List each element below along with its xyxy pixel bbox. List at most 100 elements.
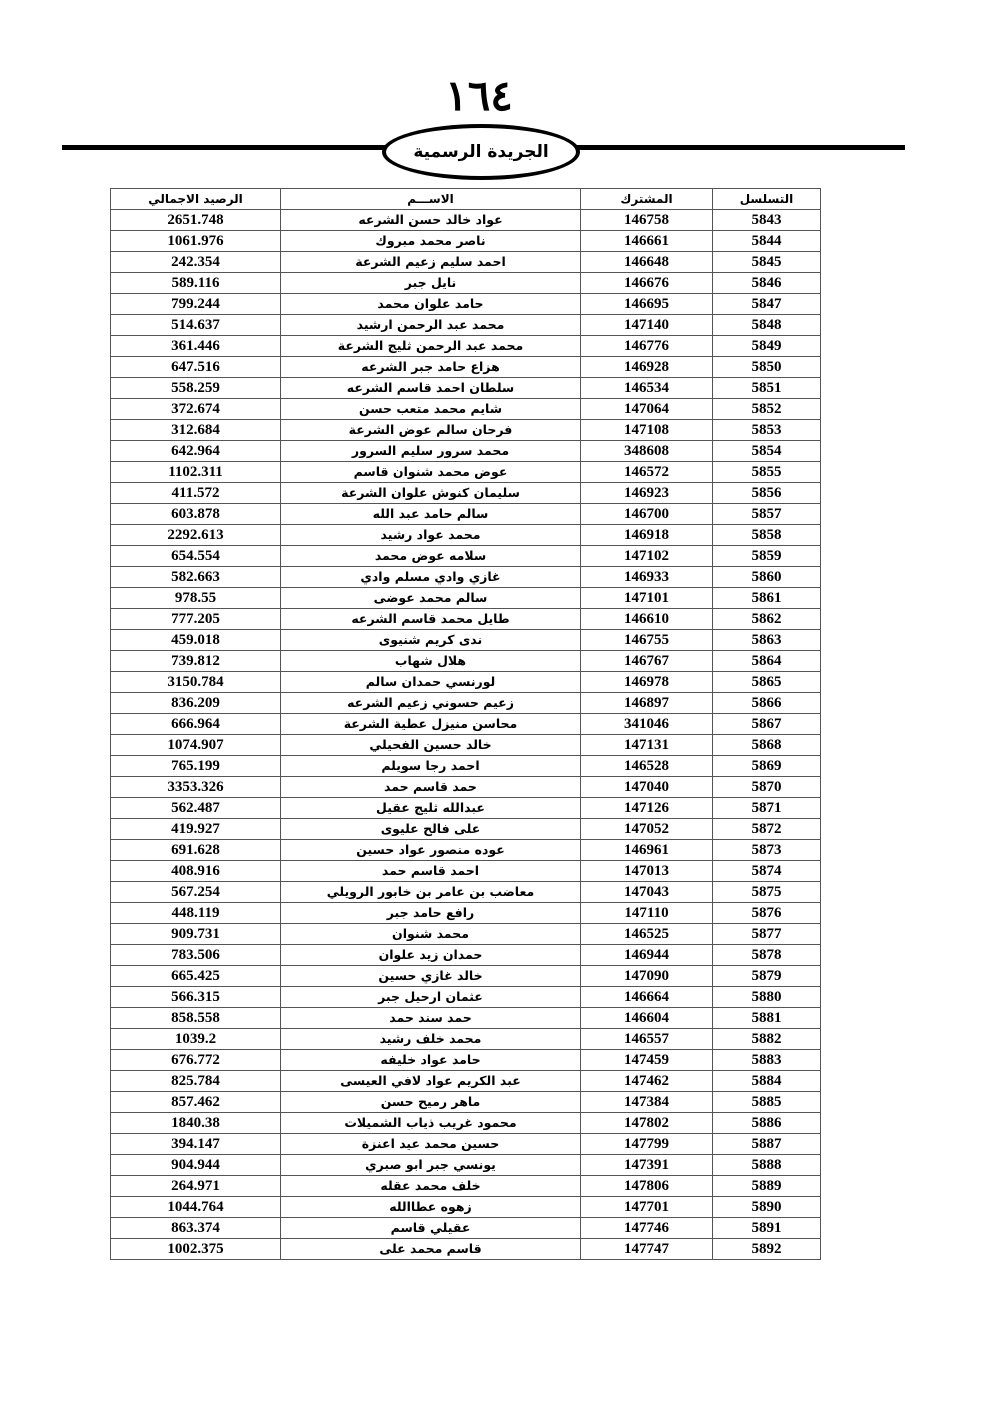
serial-cell: 5868 [712, 734, 821, 756]
subscribers-table: التسلسل المشترك الاســـم الرصيد الاجمالي… [110, 188, 821, 1260]
table-row: 5872 147052 على فالح عليوى 419.927 [110, 818, 821, 840]
serial-cell: 5862 [712, 608, 821, 630]
name-cell: رافع حامد جبر [280, 902, 581, 924]
subscriber-cell: 146676 [580, 272, 713, 294]
subscriber-cell: 146534 [580, 377, 713, 399]
balance-cell: 589.116 [110, 272, 281, 294]
name-cell: حسين محمد عيد اعنزة [280, 1133, 581, 1155]
subscriber-cell: 146928 [580, 356, 713, 378]
name-cell: ماهر رميح حسن [280, 1091, 581, 1113]
subscriber-cell: 146961 [580, 839, 713, 861]
subscriber-cell: 147090 [580, 965, 713, 987]
balance-cell: 904.944 [110, 1154, 281, 1176]
table-row: 5846 146676 نايل جبر 589.116 [110, 272, 821, 294]
table-row: 5883 147459 حامد عواد خليفه 676.772 [110, 1049, 821, 1071]
table-row: 5880 146664 عثمان ارحيل جبر 566.315 [110, 986, 821, 1008]
name-cell: فرحان سالم عوض الشرعة [280, 419, 581, 441]
name-cell: عوده منصور عواد حسين [280, 839, 581, 861]
serial-cell: 5869 [712, 755, 821, 777]
subscriber-cell: 146604 [580, 1007, 713, 1029]
table-row: 5866 146897 زعيم حسوني زعيم الشرعه 836.209 [110, 692, 821, 714]
name-cell: خلف محمد عقله [280, 1175, 581, 1197]
table-row: 5854 348608 محمد سرور سليم السرور 642.964 [110, 440, 821, 462]
name-cell: سليمان كنوش علوان الشرعة [280, 482, 581, 504]
serial-cell: 5847 [712, 293, 821, 315]
subscriber-cell: 146700 [580, 503, 713, 525]
serial-cell: 5843 [712, 209, 821, 231]
subscriber-cell: 341046 [580, 713, 713, 735]
table-row: 5847 146695 حامد علوان محمد 799.244 [110, 293, 821, 315]
serial-cell: 5880 [712, 986, 821, 1008]
subscriber-cell: 146918 [580, 524, 713, 546]
table-row: 5862 146610 طايل محمد قاسم الشرعه 777.205 [110, 608, 821, 630]
serial-cell: 5860 [712, 566, 821, 588]
table-row: 5877 146525 محمد شنوان 909.731 [110, 923, 821, 945]
balance-cell: 857.462 [110, 1091, 281, 1113]
name-cell: احمد قاسم حمد [280, 860, 581, 882]
balance-cell: 566.315 [110, 986, 281, 1008]
name-cell: سالم حامد عبد الله [280, 503, 581, 525]
balance-cell: 1039.2 [110, 1028, 281, 1050]
name-cell: سالم محمد عوضى [280, 587, 581, 609]
balance-cell: 1102.311 [110, 461, 281, 483]
subscriber-cell: 146695 [580, 293, 713, 315]
serial-cell: 5876 [712, 902, 821, 924]
balance-cell: 361.446 [110, 335, 281, 357]
subscriber-cell: 147013 [580, 860, 713, 882]
subscriber-cell: 146661 [580, 230, 713, 252]
serial-cell: 5889 [712, 1175, 821, 1197]
serial-cell: 5861 [712, 587, 821, 609]
table-row: 5869 146528 احمد رجا سويلم 765.199 [110, 755, 821, 777]
table-row: 5850 146928 هزاع حامد جبر الشرعه 647.516 [110, 356, 821, 378]
subscriber-cell: 147040 [580, 776, 713, 798]
name-cell: قاسم محمد على [280, 1238, 581, 1260]
column-header-serial: التسلسل [712, 188, 821, 210]
serial-cell: 5865 [712, 671, 821, 693]
subscriber-cell: 147126 [580, 797, 713, 819]
subscriber-cell: 146978 [580, 671, 713, 693]
subscriber-cell: 146755 [580, 629, 713, 651]
serial-cell: 5882 [712, 1028, 821, 1050]
table-row: 5851 146534 سلطان احمد قاسم الشرعه 558.259 [110, 377, 821, 399]
name-cell: زعيم حسوني زعيم الشرعه [280, 692, 581, 714]
name-cell: ندى كريم شنيوى [280, 629, 581, 651]
table-header-row: التسلسل المشترك الاســـم الرصيد الاجمالي [110, 188, 821, 210]
subscriber-cell: 146776 [580, 335, 713, 357]
table-row: 5874 147013 احمد قاسم حمد 408.916 [110, 860, 821, 882]
column-header-subscriber: المشترك [580, 188, 713, 210]
subscriber-cell: 147052 [580, 818, 713, 840]
balance-cell: 691.628 [110, 839, 281, 861]
balance-cell: 665.425 [110, 965, 281, 987]
balance-cell: 858.558 [110, 1007, 281, 1029]
balance-cell: 1840.38 [110, 1112, 281, 1134]
subscriber-cell: 147140 [580, 314, 713, 336]
serial-cell: 5859 [712, 545, 821, 567]
subscriber-cell: 147701 [580, 1196, 713, 1218]
name-cell: معاضب بن عامر بن خابور الرويلي [280, 881, 581, 903]
balance-cell: 978.55 [110, 587, 281, 609]
balance-cell: 3353.326 [110, 776, 281, 798]
name-cell: حامد علوان محمد [280, 293, 581, 315]
name-cell: حمدان زيد علوان [280, 944, 581, 966]
table-row: 5867 341046 محاسن منيزل عطية الشرعة 666.964 [110, 713, 821, 735]
balance-cell: 783.506 [110, 944, 281, 966]
balance-cell: 777.205 [110, 608, 281, 630]
table-row: 5876 147110 رافع حامد جبر 448.119 [110, 902, 821, 924]
balance-cell: 312.684 [110, 419, 281, 441]
subscriber-cell: 348608 [580, 440, 713, 462]
table-row: 5887 147799 حسين محمد عيد اعنزة 394.147 [110, 1133, 821, 1155]
subscriber-cell: 146944 [580, 944, 713, 966]
balance-cell: 372.674 [110, 398, 281, 420]
name-cell: هزاع حامد جبر الشرعه [280, 356, 581, 378]
table-row: 5856 146923 سليمان كنوش علوان الشرعة 411.57… [110, 482, 821, 504]
serial-cell: 5890 [712, 1196, 821, 1218]
serial-cell: 5854 [712, 440, 821, 462]
name-cell: حامد عواد خليفه [280, 1049, 581, 1071]
table-row: 5891 147746 عقيلي قاسم 863.374 [110, 1217, 821, 1239]
name-cell: محمد عبد الرحمن ارشيد [280, 314, 581, 336]
table-row: 5882 146557 محمد خلف رشيد 1039.2 [110, 1028, 821, 1050]
balance-cell: 836.209 [110, 692, 281, 714]
balance-cell: 2292.613 [110, 524, 281, 546]
table-row: 5881 146604 حمد سند حمد 858.558 [110, 1007, 821, 1029]
subscriber-cell: 146767 [580, 650, 713, 672]
